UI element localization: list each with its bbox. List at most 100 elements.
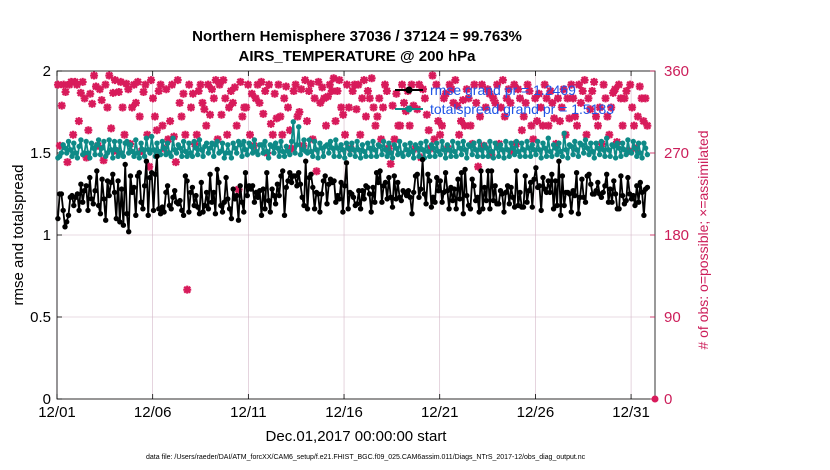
obs-point — [253, 80, 262, 89]
spread-point — [127, 142, 134, 148]
obs-point — [244, 80, 253, 89]
obs-point-mark — [451, 76, 460, 85]
obs-point — [466, 121, 475, 130]
obs-point-mark — [457, 117, 466, 126]
spread-point — [444, 142, 451, 148]
obs-point — [318, 83, 327, 92]
obs-point — [133, 77, 142, 86]
spread-point — [411, 155, 417, 161]
spread-point — [492, 140, 498, 146]
obs-point — [614, 80, 623, 89]
spread-point — [542, 145, 548, 151]
obs-point-mark — [493, 80, 502, 89]
spread-point — [283, 143, 289, 150]
spread-point — [326, 150, 332, 156]
rmse-point — [405, 188, 412, 194]
rmse-point — [280, 168, 286, 174]
obs-point-mark — [428, 71, 437, 80]
obs-point-mark — [183, 285, 192, 294]
rmse-point — [296, 170, 302, 176]
spread-point — [591, 155, 597, 161]
rmse-point — [469, 176, 475, 182]
rmse-point — [221, 199, 227, 205]
spread-point — [458, 151, 465, 158]
rmse-point — [159, 204, 165, 210]
rmse-point — [625, 174, 631, 181]
obs-point-mark — [226, 87, 235, 96]
spread-point — [533, 151, 539, 158]
x-tick-label: 12/16 — [325, 404, 363, 421]
spread-point — [442, 155, 449, 161]
obs-point — [455, 130, 464, 139]
obs-point-mark — [337, 103, 346, 112]
obs-point-mark — [78, 77, 87, 86]
obs-point-mark — [166, 117, 175, 126]
rmse-point — [623, 197, 629, 204]
rmse-point — [531, 176, 537, 182]
rmse-point — [428, 204, 435, 210]
obs-point — [95, 85, 104, 94]
obs-point — [284, 103, 293, 112]
obs-point — [555, 117, 564, 126]
obs-point — [183, 285, 192, 294]
obs-point — [316, 98, 325, 107]
obs-point — [329, 74, 338, 83]
rmse-point — [419, 156, 426, 163]
spread-point — [264, 148, 270, 155]
rmse-point — [141, 183, 148, 189]
spread-point — [198, 147, 204, 153]
obs-point — [517, 126, 526, 135]
spread-point — [357, 155, 364, 161]
obs-point — [306, 79, 315, 88]
obs-point — [641, 94, 650, 103]
spread-point — [593, 140, 599, 146]
rmse-point — [219, 209, 226, 215]
obs-point — [380, 80, 389, 89]
obs-point — [215, 80, 224, 89]
spread-point — [271, 150, 277, 156]
spread-point — [311, 138, 318, 145]
obs-point — [538, 121, 547, 130]
y-axis-right-ticks: 0 90 180 270 360 — [650, 63, 689, 408]
rmse-point — [99, 176, 105, 182]
y-tick-label: 0 — [43, 391, 51, 408]
rmse-point — [92, 188, 98, 194]
spread-point — [485, 153, 491, 159]
rmse-point — [366, 191, 373, 197]
rmse-point — [568, 209, 574, 215]
spread-point — [474, 153, 481, 159]
spread-point — [623, 151, 629, 158]
rmse-point — [480, 206, 486, 212]
obs-point-mark — [168, 80, 177, 89]
obs-point — [156, 80, 165, 89]
obs-point — [472, 98, 481, 107]
spread-point — [241, 138, 247, 145]
spread-point — [354, 138, 360, 145]
obs-point-mark — [529, 135, 538, 144]
spread-point — [366, 145, 373, 151]
obs-point-mark — [145, 162, 154, 171]
obs-point — [259, 109, 268, 118]
obs-point — [257, 77, 266, 86]
rmse-point — [573, 170, 580, 176]
spread-point — [473, 147, 479, 153]
spread-point — [373, 153, 380, 159]
y-right-tick-label: 0 — [664, 391, 672, 408]
obs-point-mark — [622, 87, 631, 96]
obs-point-mark — [171, 158, 180, 167]
y-tick-label: 0.5 — [30, 309, 51, 326]
legend-spread-marker — [405, 105, 413, 113]
obs-point-mark — [396, 121, 405, 130]
rmse-point — [101, 196, 107, 202]
spread-point — [225, 142, 231, 148]
spread-point — [207, 145, 213, 151]
spread-point — [547, 148, 553, 155]
rmse-point — [85, 207, 91, 214]
rmse-point — [370, 184, 376, 191]
rmse-point — [533, 165, 539, 171]
spread-point — [556, 140, 562, 146]
obs-point — [489, 94, 498, 103]
obs-point — [344, 103, 353, 112]
rmse-point — [127, 173, 134, 179]
rmse-point — [244, 192, 250, 199]
